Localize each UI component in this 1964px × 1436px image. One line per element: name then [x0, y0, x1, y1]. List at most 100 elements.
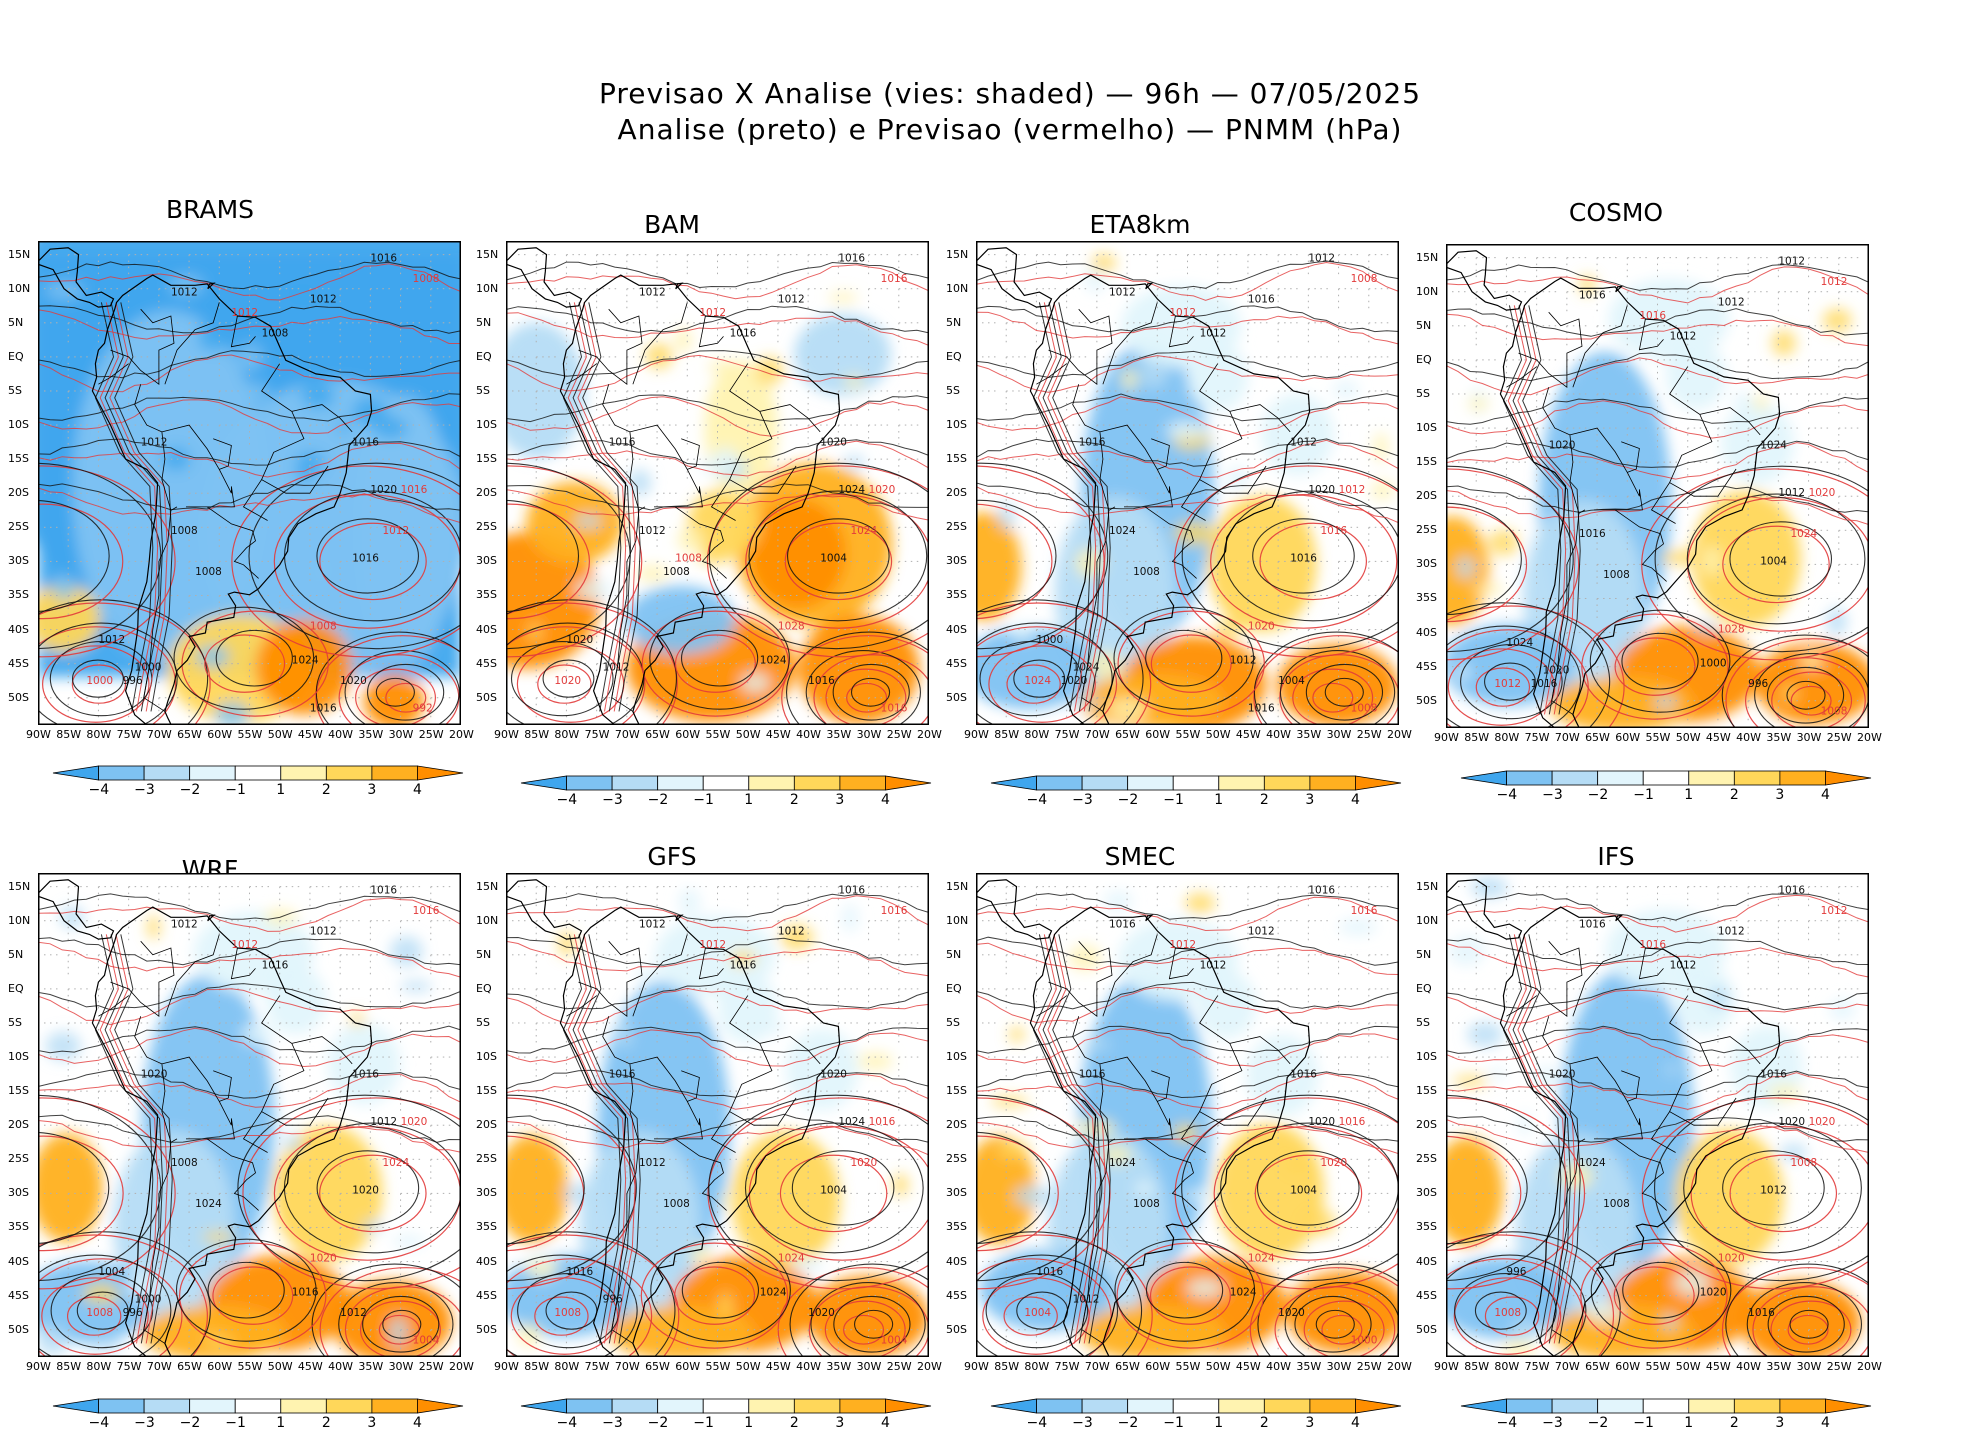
coastline	[38, 247, 373, 725]
lon-tick-label: 50W	[1675, 731, 1701, 744]
lat-tick-label: 45S	[476, 656, 497, 670]
lon-tick-label: 75W	[116, 728, 142, 741]
isobar-label-analysis: 1012	[639, 1157, 666, 1169]
colorbar-label: −2	[179, 782, 201, 798]
lon-tick-label: 75W	[584, 728, 610, 741]
map-cosmo: 1012 1012 1016 1012 1020 1024 1012 1016 1008 1004…	[1446, 244, 1869, 728]
isobar-label-analysis: 1024	[838, 1116, 865, 1128]
lat-tick-label: 15S	[8, 452, 29, 466]
lat-tick-label: 5N	[946, 315, 962, 329]
lon-tick-label: 30W	[1796, 731, 1822, 744]
lon-tick-label: 70W	[146, 728, 172, 741]
bias-blob	[1285, 1271, 1399, 1353]
coastline	[506, 247, 841, 725]
isobar-label-analysis: 1004	[1278, 675, 1305, 687]
country-borders	[98, 302, 353, 712]
colorbar-segment	[885, 775, 932, 791]
colorbar-segment	[839, 775, 886, 791]
map-frame	[1446, 244, 1869, 728]
lat-tick-label: 15S	[476, 452, 497, 466]
lon-tick-label: 85W	[56, 1360, 82, 1373]
colorbar-segment	[1263, 1398, 1311, 1414]
isobar-label-forecast: 1008	[1790, 1157, 1817, 1169]
lon-tick-label: 50W	[267, 1360, 293, 1373]
isobar-label-forecast: 1016	[1639, 310, 1666, 322]
map-brams: 1016 1012 1012 1008 1012 1016 1020 1008 1008 1016…	[38, 241, 461, 725]
isobar-label-analysis: 1024	[838, 484, 865, 496]
lat-tick-label: 30S	[8, 1186, 29, 1200]
lon-tick-label: 55W	[1645, 731, 1671, 744]
lon-tick-label: 50W	[735, 1360, 761, 1373]
lat-tick-label: 40S	[8, 1254, 29, 1268]
lon-tick-label: 70W	[1084, 1360, 1110, 1373]
lon-tick-label: 50W	[1205, 1360, 1231, 1373]
lat-tick-label: 10S	[476, 1050, 497, 1064]
colorbar-segment	[611, 775, 659, 791]
isobar-label-analysis: 1020	[141, 1069, 168, 1081]
colorbar-segment	[1733, 1398, 1781, 1414]
isobar-label-forecast: 1016	[881, 702, 908, 714]
isobar-label-analysis: 1008	[663, 1198, 690, 1210]
colorbar-label: 2	[321, 1415, 331, 1431]
colorbar-segment	[98, 1398, 145, 1414]
lon-tick-label: 65W	[645, 728, 670, 741]
colorbar-segment	[371, 1398, 418, 1414]
isobar-label-analysis: 1020	[1308, 1116, 1335, 1128]
colorbar-label: −2	[1117, 792, 1139, 808]
bias-blob	[331, 1280, 452, 1357]
lon-tick-label: 25W	[418, 1360, 444, 1373]
lon-tick-label: 30W	[1796, 1360, 1822, 1373]
colorbar-segment	[1779, 1398, 1826, 1414]
lat-tick-label: 15S	[946, 452, 967, 466]
lat-tick-label: 45S	[1416, 1288, 1437, 1302]
lon-tick-label: 55W	[705, 1360, 731, 1373]
isobar-label-analysis: 1012	[171, 287, 198, 299]
figure-title: Previsao X Analise (vies: shaded) — 96h …	[0, 76, 1964, 148]
coastline	[506, 879, 841, 1357]
isobar-label-analysis: 1016	[1290, 552, 1317, 564]
lon-tick-label: 30W	[388, 1360, 414, 1373]
lat-tick-label: 5N	[1416, 318, 1432, 332]
lon-tick-label: 80W	[1024, 728, 1050, 741]
isobar-label-analysis: 1008	[663, 566, 690, 578]
panel-title-smec: SMEC	[1104, 842, 1176, 871]
bias-blob	[1446, 1137, 1504, 1247]
lon-tick-label: 25W	[1826, 731, 1852, 744]
isobar-label-analysis: 1016	[292, 1287, 319, 1299]
lon-tick-label: 70W	[1084, 728, 1110, 741]
colorbar-label: 3	[1775, 1415, 1785, 1431]
colorbar-label: 4	[412, 782, 422, 798]
colorbar-segment	[885, 1398, 932, 1414]
isobar-label-analysis: 1012	[778, 925, 805, 937]
bias-blob	[976, 1135, 1036, 1245]
lon-tick-label: 85W	[524, 1360, 550, 1373]
lat-tick-label: 10N	[946, 913, 969, 927]
lat-tick-label: 40S	[8, 622, 29, 636]
colorbar-label: 4	[1350, 792, 1360, 808]
colorbar-label: 3	[835, 792, 845, 808]
lat-tick-label: 10N	[1416, 284, 1439, 298]
lon-tick-label: 70W	[614, 728, 640, 741]
isobar-contours	[38, 261, 461, 725]
isobar-label-analysis: 1008	[171, 525, 198, 537]
colorbar-segment	[1081, 1398, 1129, 1414]
isobar-label-analysis: 996	[123, 1307, 143, 1319]
lat-tick-label: 5S	[8, 1015, 22, 1029]
isobar-label-forecast: 1012	[382, 525, 409, 537]
isobar-label-analysis: 1024	[195, 1198, 222, 1210]
colorbar-segment	[1642, 1398, 1690, 1414]
colorbar-segment	[1597, 1398, 1644, 1414]
lon-tick-label: 65W	[177, 1360, 202, 1373]
isobar-label-analysis: 1012	[1109, 287, 1136, 299]
bias-blob	[1187, 343, 1249, 412]
isobar-label-analysis: 996	[1748, 678, 1768, 690]
isobar-label-analysis: 1024	[1230, 1287, 1257, 1299]
colorbar-label: 3	[1305, 792, 1315, 808]
lon-tick-label: 90W	[964, 1360, 989, 1373]
bias-blob	[785, 1028, 859, 1111]
colorbar-ifs	[1460, 1398, 1872, 1414]
colorbar-label: 3	[1775, 787, 1785, 803]
lon-tick-label: 40W	[796, 728, 822, 741]
isobar-label-analysis: 1020	[808, 1307, 835, 1319]
isobar-label-analysis: 1016	[1290, 1069, 1317, 1081]
